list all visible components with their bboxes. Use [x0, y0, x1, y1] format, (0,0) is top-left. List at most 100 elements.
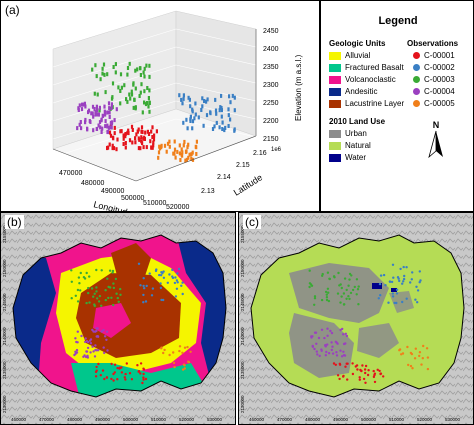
observation-point — [142, 284, 145, 288]
observation-point — [327, 291, 330, 294]
observation-point — [107, 101, 111, 106]
observation-point — [94, 348, 97, 352]
observation-point — [391, 263, 395, 266]
observation-point — [355, 364, 359, 367]
observation-point — [125, 97, 128, 102]
observation-point — [378, 282, 382, 286]
observation-point — [189, 104, 192, 109]
observation-point — [108, 110, 111, 115]
observation-point — [407, 363, 410, 367]
observation-point — [402, 280, 405, 283]
observation-point — [410, 352, 414, 356]
observation-point — [149, 139, 152, 144]
observation-point — [147, 132, 151, 136]
observation-point — [310, 284, 314, 287]
observation-point — [85, 301, 88, 305]
observation-point — [382, 273, 386, 277]
observation-point — [130, 92, 134, 97]
observation-point — [326, 287, 330, 290]
observation-point — [87, 291, 90, 295]
observation-point — [157, 155, 160, 160]
observation-point — [124, 134, 127, 139]
observation-point — [363, 368, 367, 371]
observation-point — [202, 123, 205, 128]
legend-label: Natural — [345, 141, 371, 150]
observation-point — [398, 279, 401, 283]
observation-point — [94, 375, 98, 378]
observation-point — [364, 381, 367, 384]
observation-point — [377, 297, 380, 300]
observation-point — [182, 120, 185, 125]
observation-point — [100, 330, 103, 333]
observation-point — [124, 141, 127, 145]
observation-point — [180, 147, 183, 152]
observation-point — [88, 275, 91, 278]
observation-point — [109, 133, 113, 138]
observation-point — [335, 351, 338, 354]
observation-point — [148, 88, 151, 93]
observation-point — [413, 357, 417, 360]
observation-point — [106, 72, 109, 77]
observation-point — [327, 299, 331, 303]
observation-point — [141, 110, 144, 115]
y-tick: 2150000 — [240, 259, 245, 277]
observation-point — [395, 301, 398, 305]
observation-point — [165, 149, 168, 154]
observation-point — [162, 298, 165, 302]
panel-b-label: (b) — [5, 215, 24, 229]
observation-point — [214, 108, 218, 113]
observation-point — [142, 367, 145, 370]
legend-label: Water — [345, 153, 367, 162]
observation-point — [89, 338, 93, 341]
observation-point — [96, 297, 99, 300]
observation-point — [95, 127, 98, 131]
observation-point — [84, 120, 87, 125]
observation-point — [152, 143, 155, 148]
observation-point — [80, 107, 84, 112]
observation-point — [159, 282, 162, 285]
observation-point — [103, 335, 107, 338]
legend-item-c-00003: C-00003 — [413, 75, 455, 84]
observation-point — [411, 271, 414, 274]
observation-point — [117, 85, 120, 90]
observation-point — [125, 362, 128, 365]
y-tick: 2155000 — [240, 225, 245, 243]
observation-point — [95, 268, 98, 272]
observation-point — [220, 108, 223, 113]
observation-point — [190, 157, 193, 161]
legend-item-natural: Natural — [329, 141, 371, 150]
observation-point — [94, 344, 97, 347]
observation-point — [123, 83, 126, 88]
x-tick: 510000 — [143, 200, 166, 207]
legend-label: Lacustrine Layer — [345, 99, 405, 108]
observation-point — [195, 152, 198, 156]
observation-point — [220, 114, 223, 119]
observation-point — [334, 340, 337, 343]
observation-point — [194, 112, 197, 117]
observation-point — [182, 96, 185, 101]
observation-point — [376, 368, 379, 371]
observation-point — [387, 301, 390, 304]
observation-point — [416, 301, 419, 304]
observation-point — [391, 295, 395, 298]
observation-point — [171, 268, 174, 272]
observation-point — [77, 276, 81, 279]
observation-point — [220, 106, 223, 110]
observation-point — [313, 331, 317, 334]
panel-c-land-use-map: 460000 470000 480000 490000 500000 51000… — [238, 212, 474, 425]
observation-point — [131, 128, 134, 132]
observation-point — [117, 300, 120, 303]
observation-point — [91, 67, 94, 72]
observation-point — [95, 112, 98, 117]
observation-point — [92, 295, 95, 298]
swatch-water — [329, 153, 341, 162]
observation-point — [398, 348, 402, 351]
observation-point — [144, 377, 148, 381]
observation-point — [112, 303, 115, 307]
observation-point — [132, 81, 135, 86]
observation-point — [311, 335, 314, 338]
observation-point — [89, 120, 92, 124]
observation-point — [345, 334, 349, 338]
observation-point — [337, 271, 340, 275]
observation-point — [191, 126, 194, 131]
